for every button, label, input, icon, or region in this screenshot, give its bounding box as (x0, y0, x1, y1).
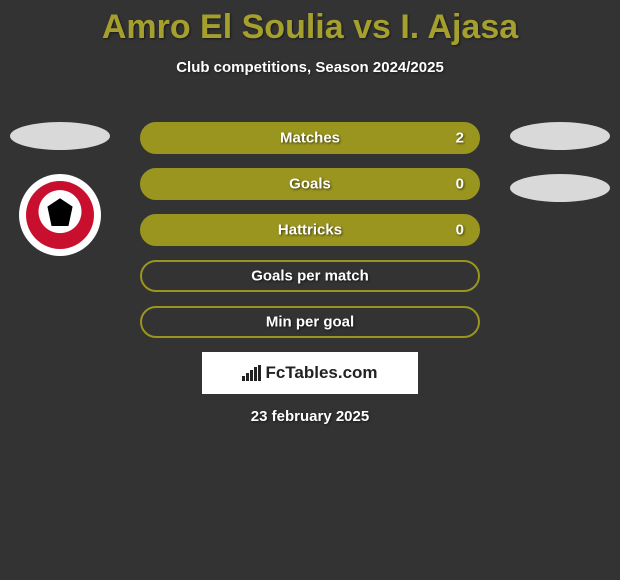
right-player-column (510, 122, 610, 226)
stat-value: 0 (456, 176, 464, 193)
left-player-column (10, 122, 110, 256)
stat-row-hattricks: Hattricks 0 (140, 214, 480, 246)
footer-date: 23 february 2025 (0, 408, 620, 425)
branding-badge: FcTables.com (202, 352, 418, 394)
page-subtitle: Club competitions, Season 2024/2025 (0, 59, 620, 76)
stat-row-goals: Goals 0 (140, 168, 480, 200)
stats-panel: Matches 2 Goals 0 Hattricks 0 Goals per … (140, 122, 480, 352)
stat-value: 0 (456, 222, 464, 239)
stat-label: Matches (142, 130, 478, 147)
stat-row-min-per-goal: Min per goal (140, 306, 480, 338)
right-club-placeholder (510, 174, 610, 202)
branding-text: FcTables.com (265, 363, 377, 383)
stat-label: Goals (142, 176, 478, 193)
page-title: Amro El Soulia vs I. Ajasa (0, 0, 620, 47)
left-player-name-placeholder (10, 122, 110, 150)
stat-value: 2 (456, 130, 464, 147)
al-ahly-crest-icon (26, 181, 94, 249)
stat-label: Goals per match (142, 268, 478, 285)
stat-row-goals-per-match: Goals per match (140, 260, 480, 292)
bar-chart-icon (242, 365, 261, 381)
stat-row-matches: Matches 2 (140, 122, 480, 154)
left-club-logo (19, 174, 101, 256)
stat-label: Min per goal (142, 314, 478, 331)
right-player-name-placeholder (510, 122, 610, 150)
stat-label: Hattricks (142, 222, 478, 239)
